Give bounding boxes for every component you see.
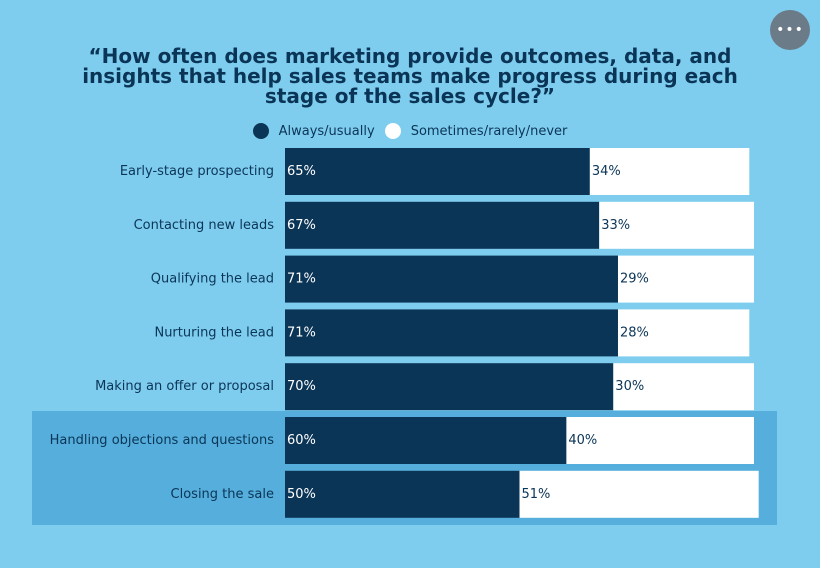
more-options-button[interactable]: ••• — [770, 10, 810, 50]
bar-always[interactable] — [285, 201, 600, 249]
bar-always[interactable] — [285, 309, 618, 357]
category-label: Contacting new leads — [134, 218, 275, 233]
category-label: Making an offer or proposal — [95, 379, 274, 394]
bar-always[interactable] — [285, 255, 618, 303]
legend: Always/usually Sometimes/rarely/never — [0, 123, 820, 139]
data-label: 71% — [287, 325, 316, 340]
legend-label: Sometimes/rarely/never — [410, 123, 568, 139]
bar-always[interactable] — [285, 417, 567, 464]
data-label: 51% — [522, 487, 551, 502]
legend-label: Always/usually — [278, 123, 375, 139]
bar-sometimes[interactable] — [599, 201, 754, 249]
more-horizontal-icon: ••• — [776, 22, 804, 38]
bar-sometimes[interactable] — [519, 470, 759, 518]
bar-always[interactable] — [285, 363, 614, 411]
data-label: 34% — [592, 164, 621, 179]
category-label: Early-stage prospecting — [120, 164, 274, 179]
data-label: 29% — [620, 272, 649, 287]
legend-dot-icon — [384, 123, 401, 139]
category-label: Handling objections and questions — [50, 433, 275, 448]
category-label: Qualifying the lead — [151, 272, 274, 287]
data-label: 71% — [287, 272, 316, 287]
data-label: 40% — [568, 433, 597, 448]
chart-title: “How often does marketing provide outcom… — [82, 44, 738, 108]
bar-always[interactable] — [285, 470, 520, 518]
bar-sometimes[interactable] — [613, 363, 754, 411]
bar-sometimes[interactable] — [589, 148, 750, 195]
bar-sometimes[interactable] — [617, 309, 750, 357]
data-label: 30% — [615, 379, 644, 394]
data-label: 28% — [620, 325, 649, 340]
legend-dot-icon — [252, 123, 269, 139]
legend-item-sometimes[interactable]: Sometimes/rarely/never — [384, 123, 568, 139]
data-label: 67% — [287, 218, 316, 233]
data-label: 70% — [287, 379, 316, 394]
category-label: Closing the sale — [171, 487, 274, 502]
data-label: 60% — [287, 433, 316, 448]
data-label: 50% — [287, 487, 316, 502]
bar-sometimes[interactable] — [617, 255, 754, 303]
legend-item-always[interactable]: Always/usually — [252, 123, 375, 139]
data-label: 65% — [287, 164, 316, 179]
bar-sometimes[interactable] — [566, 417, 754, 464]
data-label: 33% — [601, 218, 630, 233]
bar-always[interactable] — [285, 148, 590, 195]
category-label: Nurturing the lead — [154, 325, 274, 340]
